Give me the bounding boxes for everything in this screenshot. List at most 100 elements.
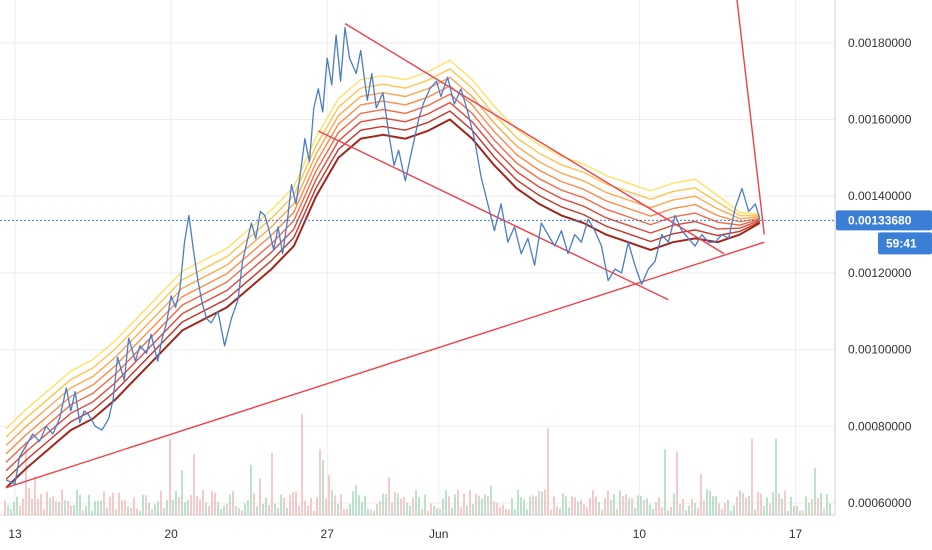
x-tick-label: 13 <box>8 527 22 541</box>
volume-bar <box>598 501 600 515</box>
volume-bar <box>682 499 684 515</box>
volume-bar <box>253 493 255 515</box>
volume-bar <box>625 494 627 515</box>
volume-bar <box>214 492 216 515</box>
volume-bar <box>538 491 540 515</box>
volume-bar <box>169 438 171 515</box>
volume-bar <box>559 508 561 515</box>
volume-bar <box>106 507 108 515</box>
volume-bar <box>661 507 663 515</box>
volume-bar <box>697 507 699 515</box>
volume-bar <box>100 500 102 515</box>
volume-bar <box>778 493 780 515</box>
volume-bar <box>679 504 681 515</box>
volume-bar <box>586 507 588 515</box>
volume-bar <box>211 491 213 515</box>
volume-bar <box>301 413 303 515</box>
volume-bar <box>277 508 279 515</box>
volume-bar <box>805 496 807 515</box>
volume-bar <box>670 507 672 515</box>
volume-bar <box>412 497 414 515</box>
volume-bar <box>79 494 81 515</box>
volume-bar <box>148 503 150 515</box>
volume-bar <box>352 491 354 515</box>
countdown-badge: 59:41 <box>878 232 932 255</box>
volume-bar <box>742 492 744 515</box>
volume-bar <box>649 504 651 515</box>
volume-bar <box>181 470 183 515</box>
volume-bar <box>232 491 234 515</box>
volume-bar <box>346 508 348 515</box>
volume-bar <box>124 500 126 515</box>
volume-bar <box>46 491 48 515</box>
volume-bar <box>118 492 120 515</box>
volume-bar <box>145 495 147 515</box>
volume-bar <box>88 494 90 515</box>
volume-bar <box>238 508 240 515</box>
volume-bar <box>454 494 456 515</box>
volume-bar <box>295 491 297 515</box>
volume-bar <box>790 497 792 515</box>
volume-bar <box>64 500 66 515</box>
volume-bar <box>337 503 339 515</box>
volume-bar <box>826 494 828 515</box>
volume-bar <box>517 490 519 515</box>
volume-bar <box>109 496 111 515</box>
volume-bar <box>817 498 819 515</box>
volume-bar <box>418 497 420 515</box>
volume-bar <box>172 500 174 515</box>
volume-bar <box>217 501 219 515</box>
volume-bar <box>658 497 660 515</box>
y-tick-label: 0.00100000 <box>848 343 912 357</box>
volume-bar <box>394 491 396 515</box>
volume-bar <box>208 505 210 515</box>
volume-bar <box>442 498 444 515</box>
volume-bar <box>280 494 282 515</box>
volume-bar <box>757 491 759 515</box>
volume-bar <box>34 476 36 515</box>
price-series <box>5 26 761 485</box>
volume-bar <box>568 507 570 515</box>
volume-bar <box>610 499 612 515</box>
volume-bars <box>4 413 831 515</box>
volume-bar <box>430 503 432 515</box>
volume-bar <box>304 500 306 515</box>
volume-bar <box>760 493 762 515</box>
volume-bar <box>199 499 201 515</box>
volume-bar <box>226 503 228 515</box>
volume-bar <box>70 505 72 515</box>
volume-bar <box>475 494 477 515</box>
volume-bar <box>541 491 543 515</box>
volume-bar <box>715 496 717 515</box>
volume-bar <box>544 489 546 515</box>
x-tick-label: Jun <box>429 527 448 541</box>
volume-bar <box>547 428 549 515</box>
volume-bar <box>634 507 636 515</box>
volume-bar <box>16 496 18 515</box>
volume-bar <box>520 497 522 515</box>
volume-bar <box>298 505 300 515</box>
volume-bar <box>724 503 726 515</box>
volume-bar <box>94 501 96 515</box>
volume-bar <box>436 508 438 515</box>
volume-bar <box>523 499 525 515</box>
volume-bar <box>265 497 267 515</box>
volume-bar <box>127 505 129 515</box>
volume-bar <box>439 508 441 515</box>
volume-bar <box>802 510 804 515</box>
volume-bar <box>616 508 618 515</box>
volume-bar <box>457 489 459 515</box>
volume-bar <box>61 489 63 515</box>
trendline <box>344 23 725 255</box>
volume-bar <box>580 499 582 515</box>
volume-bar <box>397 493 399 515</box>
volume-bar <box>487 495 489 515</box>
volume-bar <box>103 491 105 515</box>
volume-bar <box>619 490 621 515</box>
volume-bar <box>460 507 462 515</box>
countdown-label: 59:41 <box>886 236 917 250</box>
volume-bar <box>76 489 78 515</box>
trendline <box>736 0 765 235</box>
y-tick-label: 0.00180000 <box>848 36 912 50</box>
